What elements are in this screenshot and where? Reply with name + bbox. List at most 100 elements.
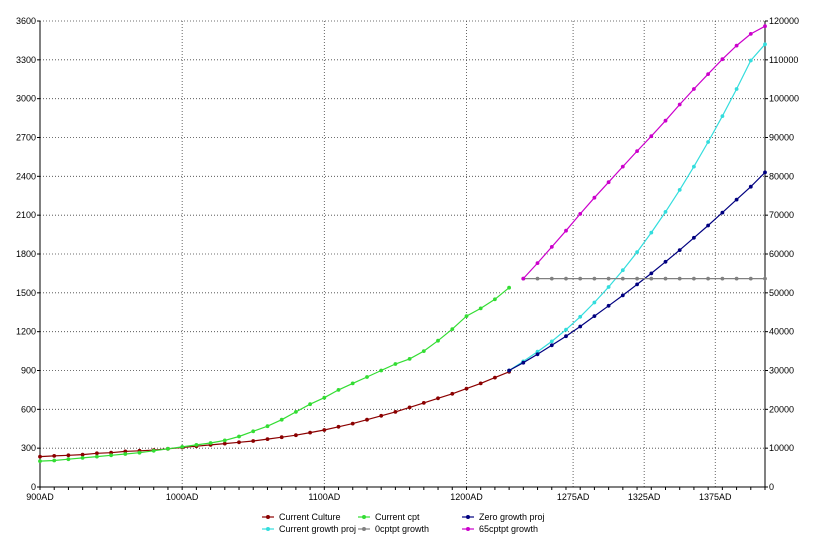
data-point	[592, 300, 597, 305]
legend-item: Current cpt	[358, 512, 420, 522]
data-point	[677, 248, 682, 253]
data-point	[421, 401, 426, 405]
data-point	[692, 87, 696, 91]
data-point	[592, 276, 597, 281]
data-point	[407, 357, 412, 361]
legend-item: Current growth proj	[262, 524, 356, 534]
legend-label: Current Culture	[279, 512, 341, 522]
legend-item: 0cptpt growth	[358, 524, 429, 534]
data-point	[38, 454, 42, 459]
grid-layer	[40, 20, 765, 487]
data-point	[606, 276, 611, 281]
data-point	[606, 303, 611, 308]
data-point	[478, 381, 483, 386]
data-point	[222, 438, 227, 443]
data-point	[137, 450, 142, 455]
x-tick-label: 1100AD	[308, 492, 340, 502]
data-point	[763, 24, 767, 29]
y-tick-label: 600	[21, 404, 36, 414]
legend-swatch-marker	[362, 527, 366, 531]
x-tick-label: 1000AD	[166, 492, 199, 502]
data-point	[763, 276, 767, 281]
y2-tick-label: 90000	[769, 133, 794, 143]
data-point	[407, 405, 412, 410]
data-point	[151, 448, 156, 453]
series-65cptpt-growth	[521, 24, 767, 281]
series-current-culture	[38, 369, 511, 459]
y2-tick-label: 20000	[769, 404, 794, 414]
legend-swatch-marker	[266, 515, 270, 519]
data-point	[748, 58, 753, 63]
data-point	[663, 118, 668, 123]
data-point	[436, 396, 440, 401]
data-point	[649, 134, 654, 139]
data-point	[734, 43, 739, 48]
data-point	[66, 453, 71, 458]
legend-swatch-marker	[466, 527, 470, 531]
y2-tick-label: 10000	[769, 443, 794, 453]
data-point	[620, 293, 625, 298]
data-point	[564, 276, 568, 281]
legend-swatch-marker	[466, 515, 470, 519]
data-point	[194, 443, 199, 447]
y2-tick-label: 30000	[769, 366, 794, 376]
data-point	[52, 454, 57, 458]
series-line	[39, 287, 510, 462]
data-point	[521, 360, 526, 365]
data-point	[620, 276, 625, 281]
series-line	[522, 25, 766, 280]
data-point	[507, 285, 511, 290]
data-point	[720, 210, 725, 215]
series-line	[508, 171, 766, 372]
axes: 0 300 600 900 1200 1500 1800 2100 2400 2700 3000 33…	[16, 16, 799, 502]
data-point	[222, 441, 227, 446]
legend-item: 65cptpt growth	[462, 524, 538, 534]
legend-label: Zero growth proj	[479, 512, 545, 522]
data-point	[123, 452, 128, 456]
data-point	[564, 228, 568, 233]
data-point	[706, 276, 710, 281]
data-point	[436, 338, 440, 343]
data-point	[663, 259, 668, 264]
data-point	[450, 391, 455, 396]
data-point	[66, 457, 71, 462]
data-point	[80, 452, 85, 457]
y2-tick-label: 70000	[769, 210, 794, 220]
y-tick-label: 2100	[16, 210, 36, 220]
y-tick-label: 1800	[16, 249, 36, 259]
data-point	[421, 349, 426, 353]
data-point	[734, 87, 739, 91]
data-point	[748, 276, 753, 281]
y-tick-label: 3000	[16, 94, 36, 104]
data-point	[720, 57, 725, 62]
data-point	[635, 282, 639, 287]
legend-label: 65cptpt growth	[479, 524, 538, 534]
legend-item: Current Culture	[262, 512, 341, 522]
y-tick-label: 1200	[16, 327, 36, 337]
data-point	[365, 375, 369, 379]
data-point	[507, 368, 511, 373]
x-tick-label: 1200AD	[450, 492, 483, 502]
data-point	[80, 456, 85, 460]
y2-tick-label: 110000	[769, 55, 798, 65]
y2-tick-label: 100000	[769, 94, 799, 104]
data-point	[52, 458, 57, 463]
series-current-cpt	[38, 285, 511, 463]
data-point	[322, 395, 327, 400]
data-point	[535, 276, 540, 281]
legend-item: Zero growth proj	[462, 512, 545, 522]
legend-label: Current cpt	[375, 512, 420, 522]
data-point	[549, 245, 554, 249]
x-tick-label: 1375AD	[699, 492, 732, 502]
data-point	[109, 453, 113, 458]
data-point	[535, 261, 540, 265]
data-point	[620, 268, 625, 273]
y-tick-label: 300	[21, 443, 36, 453]
data-point	[251, 429, 256, 434]
data-point	[677, 276, 682, 281]
legend-label: 0cptpt growth	[375, 524, 429, 534]
data-point	[649, 271, 654, 276]
x-tick-label: 1325AD	[628, 492, 661, 502]
data-point	[635, 276, 639, 281]
